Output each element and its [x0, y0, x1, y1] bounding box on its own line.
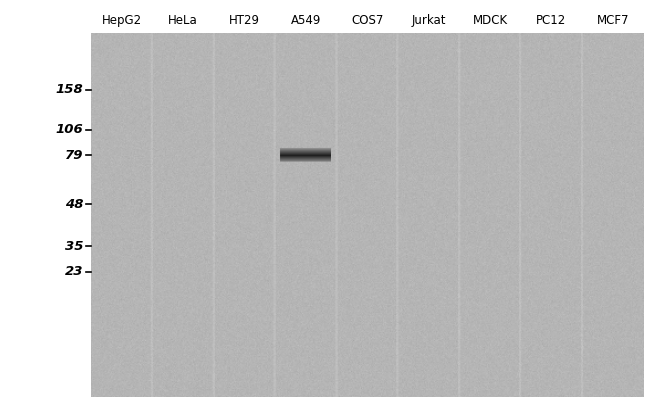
Text: PC12: PC12 [536, 14, 567, 27]
Text: 158: 158 [55, 83, 83, 96]
Text: 48: 48 [65, 198, 83, 211]
Text: 79: 79 [65, 149, 83, 162]
Text: 35: 35 [65, 240, 83, 253]
Text: HepG2: HepG2 [101, 14, 142, 27]
Text: A549: A549 [291, 14, 321, 27]
Text: COS7: COS7 [351, 14, 383, 27]
Text: MDCK: MDCK [473, 14, 508, 27]
Text: HT29: HT29 [229, 14, 260, 27]
Text: 23: 23 [65, 265, 83, 278]
Text: 106: 106 [55, 123, 83, 136]
Text: HeLa: HeLa [168, 14, 198, 27]
Text: MCF7: MCF7 [597, 14, 629, 27]
Text: Jurkat: Jurkat [411, 14, 446, 27]
